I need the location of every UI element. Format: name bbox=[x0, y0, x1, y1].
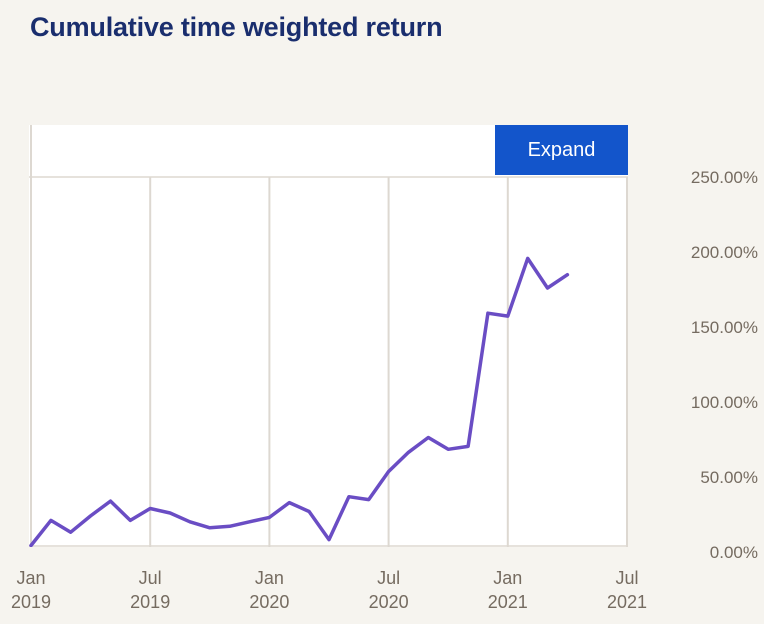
x-axis-tick-line: 2019 bbox=[130, 592, 171, 612]
x-axis-tick-line: Jan bbox=[16, 568, 46, 588]
page-title: Cumulative time weighted return bbox=[30, 12, 443, 42]
y-axis-tick-label: 0.00% bbox=[709, 543, 758, 562]
x-axis-tick-line: Jul bbox=[615, 568, 639, 588]
x-axis-tick-label: Jul 2021 bbox=[587, 566, 667, 614]
x-axis-tick-line: 2021 bbox=[487, 592, 528, 612]
y-axis-tick-label: 250.00% bbox=[690, 168, 758, 187]
x-axis-tick-label: Jul 2020 bbox=[349, 566, 429, 614]
return-series-line bbox=[29, 256, 570, 547]
x-axis-tick-label: Jul 2019 bbox=[110, 566, 190, 614]
x-axis-tick-line: Jan bbox=[254, 568, 284, 588]
x-axis-tick-label: Jan 2020 bbox=[229, 566, 309, 614]
y-axis-tick-label: 100.00% bbox=[690, 393, 758, 412]
x-axis-tick-line: 2020 bbox=[249, 592, 290, 612]
x-axis-tick-line: Jul bbox=[377, 568, 401, 588]
chart-card: Expand bbox=[29, 125, 628, 547]
return-line-chart bbox=[29, 125, 628, 547]
y-axis-tick-label: 50.00% bbox=[700, 468, 758, 487]
x-axis-tick-line: Jul bbox=[138, 568, 162, 588]
x-axis-tick-line: 2020 bbox=[368, 592, 409, 612]
x-axis-tick-label: Jan 2019 bbox=[0, 566, 71, 614]
expand-button[interactable]: Expand bbox=[495, 125, 628, 175]
x-axis-tick-line: 2019 bbox=[10, 592, 52, 612]
x-axis-tick-line: 2021 bbox=[606, 592, 648, 612]
y-axis-tick-label: 150.00% bbox=[690, 318, 758, 337]
y-axis-tick-label: 200.00% bbox=[690, 243, 758, 262]
x-axis-tick-label: Jan 2021 bbox=[468, 566, 548, 614]
x-axis-tick-line: Jan bbox=[493, 568, 523, 588]
